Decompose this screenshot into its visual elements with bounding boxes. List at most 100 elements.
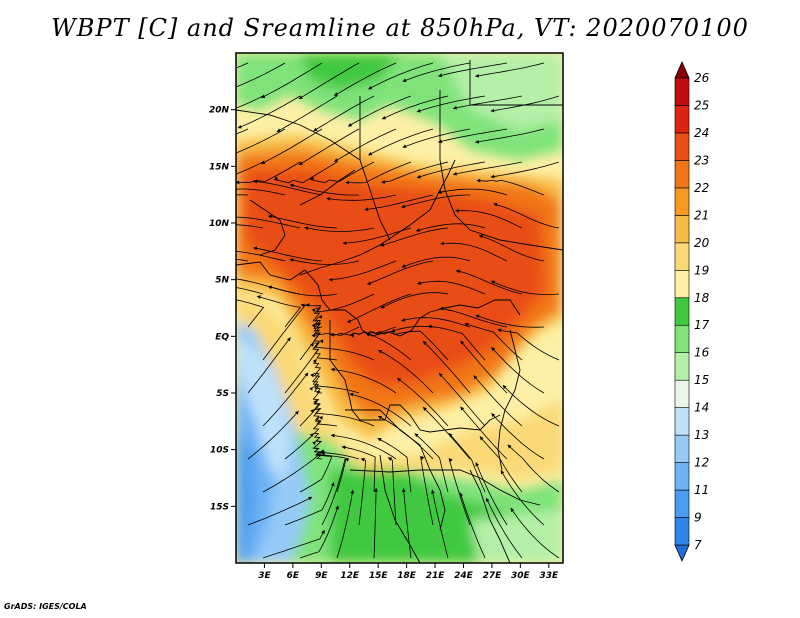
streamline-arrow bbox=[257, 295, 261, 299]
streamline bbox=[475, 314, 545, 328]
streamline-arrow bbox=[402, 78, 407, 82]
wbpt-color-field bbox=[236, 53, 563, 563]
streamline-arrow bbox=[402, 144, 407, 148]
streamline-arrow bbox=[453, 171, 457, 176]
colorbar-label: 9 bbox=[694, 511, 702, 525]
colorbar-label: 11 bbox=[694, 483, 709, 497]
streamline-arrow bbox=[448, 433, 453, 438]
streamline-arrow bbox=[320, 449, 324, 454]
streamline bbox=[387, 457, 397, 526]
streamline-arrow bbox=[453, 105, 457, 110]
streamline-arrow bbox=[304, 372, 309, 377]
streamline bbox=[284, 482, 335, 526]
streamline bbox=[490, 280, 560, 296]
streamline bbox=[298, 62, 360, 100]
streamline-arrow bbox=[253, 246, 258, 251]
streamline-arrow bbox=[364, 207, 369, 212]
lon-tick-label: 33E bbox=[539, 571, 559, 581]
streamline-arrow bbox=[360, 457, 365, 462]
streamline bbox=[438, 62, 508, 77]
streamline-arrow bbox=[476, 178, 481, 183]
streamline-arrow bbox=[237, 124, 242, 129]
streamline-arrow bbox=[318, 314, 323, 319]
streamline bbox=[236, 188, 286, 196]
streamline-arrow bbox=[298, 95, 303, 99]
streamline-arrow bbox=[310, 373, 314, 378]
streamline bbox=[236, 95, 264, 109]
streamline-arrow bbox=[253, 179, 258, 184]
colorbar-label: 16 bbox=[694, 346, 710, 360]
streamline bbox=[438, 128, 508, 143]
streamline bbox=[346, 293, 412, 323]
streamline bbox=[284, 340, 320, 394]
streamline bbox=[253, 247, 323, 262]
streamline-arrow bbox=[326, 196, 331, 201]
streamline-arrow bbox=[391, 328, 396, 333]
colorbar-segment bbox=[674, 160, 690, 189]
streamline-arrow bbox=[334, 92, 339, 96]
streamline-arrow bbox=[334, 158, 339, 162]
streamline-arrow bbox=[216, 189, 220, 193]
streamline-arrow bbox=[308, 496, 313, 501]
streamline bbox=[312, 358, 323, 394]
streamline bbox=[377, 349, 434, 394]
streamline-arrow bbox=[378, 415, 383, 420]
streamline bbox=[341, 446, 376, 493]
streamline-arrow bbox=[502, 385, 507, 389]
streamline bbox=[417, 280, 486, 295]
streamline bbox=[262, 304, 307, 361]
streamline-arrow bbox=[449, 458, 453, 463]
streamline bbox=[475, 62, 545, 77]
streamline bbox=[391, 330, 449, 361]
lon-tick-label: 27E bbox=[483, 571, 503, 581]
streamline bbox=[289, 258, 360, 265]
streamline-arrow bbox=[330, 482, 335, 487]
streamline-arrow bbox=[401, 264, 406, 268]
lon-tick-label: 6E bbox=[287, 571, 300, 581]
colorbar: 7 9 11 12 13 14 15 16 17 18 19 20 21 22 23 24 25 26 bbox=[674, 61, 710, 562]
streamline bbox=[336, 489, 354, 559]
streamline-arrow bbox=[417, 281, 422, 285]
streamline-arrow bbox=[491, 280, 496, 285]
streamline-arrow bbox=[473, 375, 478, 380]
streamline-arrow bbox=[428, 324, 432, 329]
streamline-arrow bbox=[194, 283, 198, 287]
streamline-arrow bbox=[276, 128, 281, 132]
streamline bbox=[437, 188, 508, 196]
streamline-arrow bbox=[328, 277, 333, 282]
streamline bbox=[427, 325, 486, 361]
streamline-arrow bbox=[401, 488, 406, 493]
streamline-arrow bbox=[401, 318, 406, 322]
streamline-arrow bbox=[216, 249, 220, 253]
colorbar-segment bbox=[674, 242, 690, 271]
streamline bbox=[381, 161, 449, 183]
streamline bbox=[261, 62, 323, 99]
streamline bbox=[416, 95, 486, 113]
streamline-arrow bbox=[416, 228, 421, 232]
streamline-arrow bbox=[286, 337, 291, 342]
streamline-arrow bbox=[181, 148, 185, 152]
streamline bbox=[313, 342, 375, 361]
streamline bbox=[365, 325, 434, 335]
streamline bbox=[414, 433, 449, 493]
streamline bbox=[403, 488, 412, 559]
streamline-arrow bbox=[310, 175, 315, 180]
streamline-arrow bbox=[464, 322, 469, 327]
lon-tick-label: 9E bbox=[315, 571, 328, 581]
streamline bbox=[261, 128, 323, 165]
colorbar-label: 17 bbox=[694, 318, 710, 332]
streamline bbox=[401, 256, 471, 268]
streamline bbox=[455, 210, 523, 229]
streamline-arrow bbox=[475, 73, 480, 78]
streamline bbox=[236, 224, 264, 229]
streamline-arrow bbox=[345, 180, 350, 185]
longitude-axis: 3E 6E 9E 12E 15E 18E 21E 24E 27E 30E 33E bbox=[258, 563, 559, 581]
streamline bbox=[262, 529, 325, 559]
streamline bbox=[510, 507, 560, 559]
streamline-arrow bbox=[349, 392, 354, 397]
streamline bbox=[440, 242, 508, 262]
streamline bbox=[368, 62, 434, 90]
colorbar-segment bbox=[674, 269, 690, 299]
lat-tick-label: 5N bbox=[215, 276, 229, 286]
streamline-arrow bbox=[181, 82, 185, 86]
